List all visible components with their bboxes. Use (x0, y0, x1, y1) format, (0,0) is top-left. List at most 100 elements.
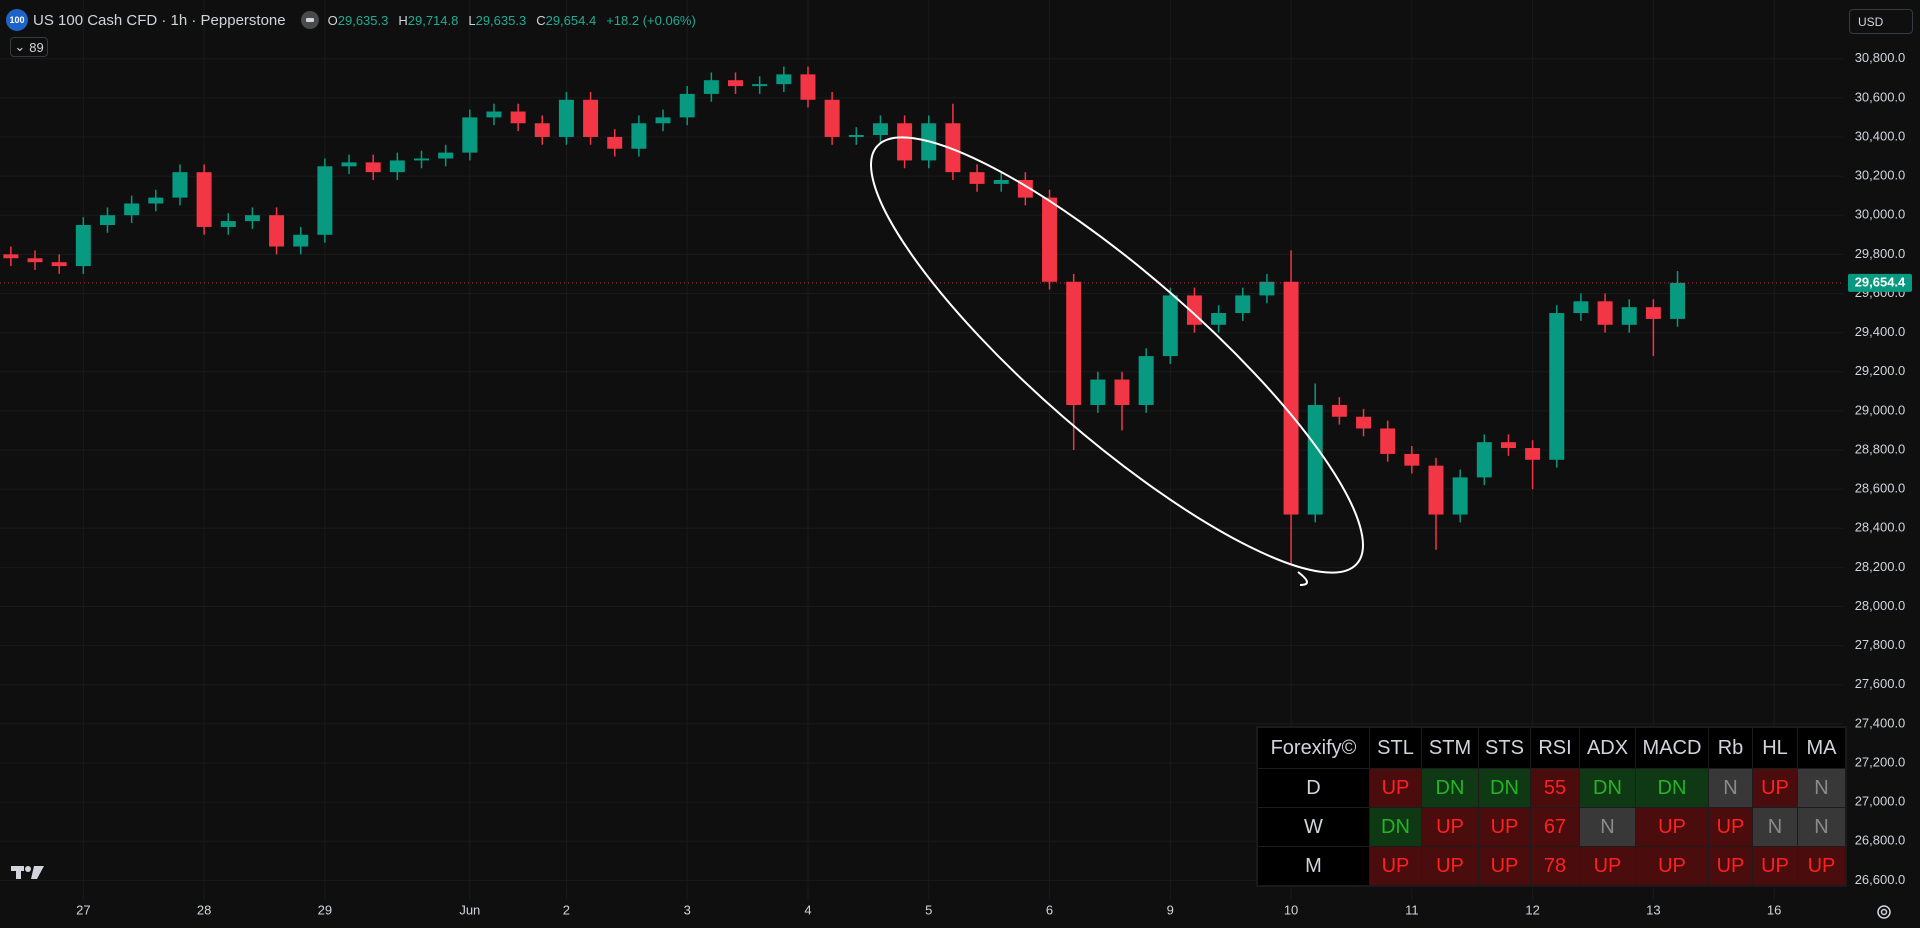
signal-cell: UP (1797, 846, 1847, 887)
signal-cell: UP (1752, 846, 1798, 887)
y-tick-label: 27,800.0 (1855, 637, 1906, 652)
x-tick-label: 16 (1767, 902, 1781, 917)
candle-body (1549, 313, 1565, 460)
candle-body (51, 262, 67, 267)
candle-body (1670, 282, 1686, 319)
ohlc-value: 29,714.8 (407, 12, 459, 28)
candle-body (1428, 465, 1444, 515)
x-tick-label: 9 (1167, 902, 1174, 917)
candle-body (1066, 281, 1082, 405)
candle-body (196, 172, 212, 227)
y-tick-label: 26,600.0 (1855, 872, 1906, 887)
candle-body (993, 180, 1009, 184)
y-tick-label: 29,000.0 (1855, 402, 1906, 417)
candle-body (148, 197, 164, 204)
signal-cell: UP (1635, 846, 1709, 887)
ohlc-value: 29,654.4 (545, 12, 597, 28)
signal-cell: UP (1579, 846, 1636, 887)
signal-cell: N (1797, 768, 1847, 808)
candle-body (341, 162, 357, 167)
candle-body (1597, 301, 1613, 325)
candle-body (172, 172, 188, 198)
table-header-row: Forexify© STL STM STS RSI ADX MACD Rb HL MA (1256, 726, 1847, 769)
signal-cell: DN (1421, 768, 1479, 808)
candle-body (800, 74, 816, 100)
candle-body (510, 111, 526, 124)
candle-body (269, 215, 285, 247)
signal-cell: UP (1635, 807, 1709, 847)
last-price-label: 29,654.4 (1855, 274, 1906, 289)
candle-body (1404, 453, 1420, 466)
y-tick-label: 28,200.0 (1855, 559, 1906, 574)
x-tick-label: Jun (459, 902, 480, 917)
candle-body (728, 80, 743, 87)
candle-body (655, 117, 671, 124)
drawing-tail (1297, 571, 1308, 586)
candle-body (752, 84, 768, 87)
table-header-cell: HL (1752, 726, 1798, 769)
x-tick-label: 12 (1525, 902, 1539, 917)
y-tick-label: 30,000.0 (1855, 207, 1906, 222)
candle-body (414, 158, 429, 161)
candle-body (1645, 307, 1661, 319)
x-tick-label: 2 (563, 902, 570, 917)
ohlc-item: C29,654.4 (536, 13, 596, 28)
candle-body (1476, 442, 1492, 478)
candle-body (27, 258, 43, 263)
signal-cell: N (1752, 807, 1798, 847)
ohlc-item: O29,635.3 (328, 13, 389, 28)
ohlc-values: O29,635.3 H29,714.8 L29,635.3 C29,654.4 +18.… (328, 13, 696, 28)
table-header-cell: MA (1797, 726, 1847, 769)
market-status[interactable] (300, 11, 319, 29)
y-tick-label: 27,400.0 (1855, 715, 1906, 730)
indicators-toggle[interactable]: ⌄ 89 (10, 37, 48, 57)
signal-cell: UP (1421, 846, 1479, 887)
y-tick-label: 28,600.0 (1855, 481, 1906, 496)
candle-body (1573, 301, 1589, 314)
table-row: W DN UP UP 67 N UP UP N N (1256, 807, 1847, 847)
signal-cell: DN (1579, 768, 1636, 808)
symbol-title[interactable]: US 100 Cash CFD · 1h · Pepperstone (33, 11, 286, 29)
table-header-cell: RSI (1530, 726, 1580, 769)
row-label: D (1256, 768, 1370, 808)
settings-icon[interactable] (1877, 905, 1891, 919)
signal-cell: UP (1708, 846, 1753, 887)
candle-body (3, 254, 19, 259)
signal-cell: N (1579, 807, 1636, 847)
indicator-table: Forexify© STL STM STS RSI ADX MACD Rb HL MA D UP DN D… (1256, 726, 1847, 887)
y-tick-label: 30,200.0 (1855, 168, 1906, 183)
candle-body (1042, 197, 1058, 282)
y-tick-label: 26,800.0 (1855, 833, 1906, 848)
candle-body (124, 203, 140, 216)
x-tick-label: 29 (318, 902, 332, 917)
y-tick-label: 27,000.0 (1855, 794, 1906, 809)
table-header-cell: STM (1421, 726, 1479, 769)
signal-cell: UP (1369, 768, 1422, 808)
candle-body (1090, 379, 1106, 405)
ohlc-key: L (468, 12, 476, 28)
candle-body (679, 93, 695, 118)
candle-body (462, 117, 478, 153)
ohlc-key: C (536, 12, 546, 28)
legend-header: 100 US 100 Cash CFD · 1h · Pepperstone O… (6, 8, 696, 32)
x-tick-label: 28 (197, 902, 211, 917)
x-tick-label: 5 (925, 902, 932, 917)
candle-body (848, 135, 864, 137)
candle-body (1356, 416, 1372, 429)
candle-body (897, 123, 913, 161)
x-tick-label: 4 (804, 902, 811, 917)
candle-body (872, 123, 888, 135)
ohlc-key: O (327, 12, 338, 28)
currency-select[interactable]: USD (1849, 9, 1913, 34)
candle-body (1452, 477, 1468, 515)
candle-body (365, 162, 381, 173)
candle-body (100, 215, 115, 225)
candle-body (1307, 405, 1323, 515)
ohlc-key: H (398, 12, 408, 28)
candle-body (824, 99, 840, 137)
y-tick-label: 27,200.0 (1855, 754, 1906, 769)
table-header-cell: Forexify© (1256, 726, 1370, 769)
signal-cell: UP (1369, 846, 1422, 887)
y-tick-label: 30,400.0 (1855, 128, 1906, 143)
